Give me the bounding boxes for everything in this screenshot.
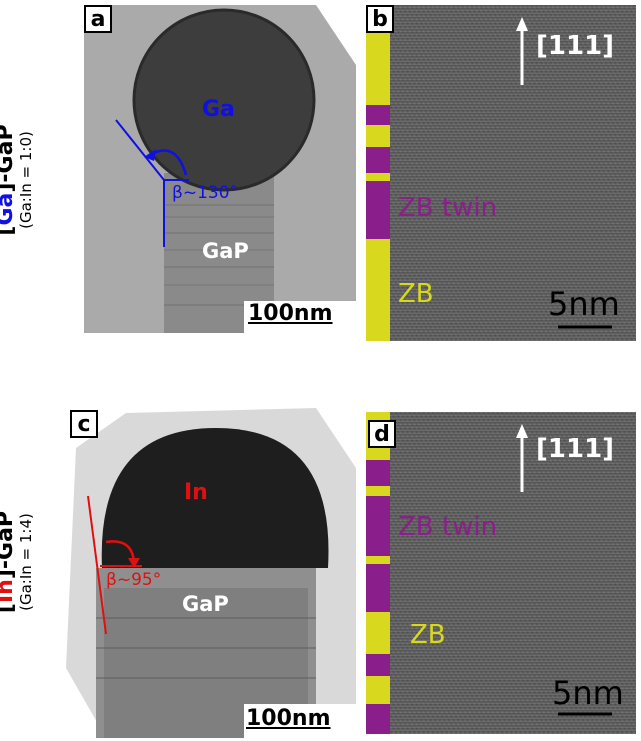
scalebar-a: 100nm xyxy=(244,301,356,333)
scalebar-c: 100nm xyxy=(244,704,356,738)
panel-c-image: In GaP β~95° 100nm xyxy=(66,408,356,738)
title-bracket-open: [ xyxy=(0,226,18,236)
wire-label-gap-c: GaP xyxy=(182,592,229,616)
droplet-label-in: In xyxy=(184,480,208,505)
row-c-title: [In]-GaP (Ga:In = 1:4) xyxy=(0,462,50,662)
title-bracket-open-c: [ xyxy=(0,603,18,613)
panel-c-drawing xyxy=(66,408,356,738)
angle-label-a: β~130° xyxy=(172,183,239,203)
title-rest: ]-GaP xyxy=(0,124,18,193)
panel-d-image: [111] ZB twin ZB 5nm xyxy=(366,412,636,734)
panel-c-label: c xyxy=(70,410,98,438)
wire-label-gap-a: GaP xyxy=(202,239,249,263)
panel-a-label: a xyxy=(84,5,112,33)
angle-label-c: β~95° xyxy=(106,570,162,590)
direction-label-d: [111] xyxy=(536,434,615,464)
scalebar-b-text: 5nm xyxy=(548,285,620,323)
panel-b-overlay xyxy=(516,17,612,329)
scalebar-d-text: 5nm xyxy=(552,674,624,712)
row-a-title: [Ga]-GaP (Ga:In = 1:0) xyxy=(0,80,50,280)
twin-label-d: ZB twin xyxy=(398,512,498,542)
panel-b-image: [111] ZB twin ZB 5nm xyxy=(366,5,636,341)
row-c-subtitle: (Ga:In = 1:4) xyxy=(17,513,36,611)
droplet-label-ga: Ga xyxy=(202,97,235,122)
zb-label-d: ZB xyxy=(410,620,446,650)
title-metal-in: In xyxy=(0,579,18,604)
panel-a-drawing xyxy=(84,5,356,333)
panel-a-image: Ga GaP β~130° 100nm xyxy=(84,5,356,333)
zb-label-b: ZB xyxy=(398,279,434,309)
title-metal-ga: Ga xyxy=(0,192,18,226)
scalebar-c-text: 100nm xyxy=(246,706,331,731)
direction-label-b: [111] xyxy=(536,31,615,61)
twin-label-b: ZB twin xyxy=(398,193,498,223)
panel-d-overlay xyxy=(516,424,612,716)
panel-b-label: b xyxy=(366,5,394,33)
row-a-subtitle: (Ga:In = 1:0) xyxy=(17,131,36,229)
scalebar-a-text: 100nm xyxy=(248,301,333,326)
title-rest-c: ]-GaP xyxy=(0,510,18,580)
panel-d-label: d xyxy=(368,420,396,448)
